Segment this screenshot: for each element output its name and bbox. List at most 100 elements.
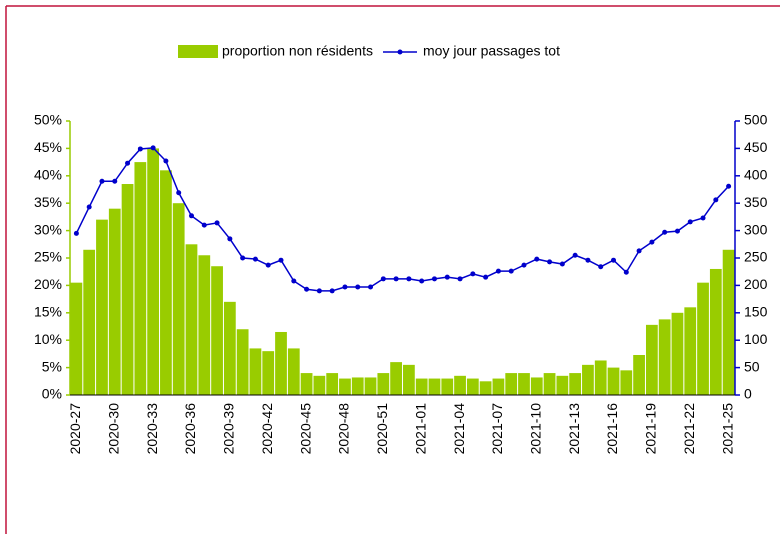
line-point <box>687 219 693 225</box>
line-point <box>393 276 399 282</box>
y-tick-label: 5% <box>42 358 62 374</box>
line-point <box>99 178 105 184</box>
line-point <box>726 183 732 189</box>
line-point <box>559 261 565 267</box>
bar <box>709 268 722 395</box>
line-point <box>137 146 143 152</box>
bar <box>441 378 454 395</box>
y-tick-label: 40% <box>34 167 62 183</box>
bar <box>211 266 223 395</box>
bar <box>185 244 198 395</box>
x-tick-label: 2021-01 <box>412 403 428 455</box>
bar <box>108 208 121 395</box>
x-tick-label: 2020-33 <box>144 403 160 455</box>
line-point <box>342 284 348 290</box>
line-point <box>73 230 79 236</box>
line-point <box>406 276 412 282</box>
y2-tick-label: 200 <box>744 276 768 292</box>
bar <box>172 203 185 395</box>
x-tick-label: 2021-13 <box>566 403 582 455</box>
x-tick-label: 2021-25 <box>719 403 735 455</box>
y-tick-label: 0% <box>42 386 62 402</box>
x-tick-label: 2021-07 <box>489 403 505 455</box>
bar <box>582 364 594 395</box>
bar <box>556 375 569 395</box>
y2-tick-label: 350 <box>744 194 768 210</box>
bar <box>236 329 249 395</box>
bar <box>147 148 160 395</box>
line-point <box>431 276 437 282</box>
line-point <box>457 276 463 282</box>
line-point <box>163 158 169 164</box>
y-tick-label: 10% <box>34 331 62 347</box>
x-tick-label: 2020-51 <box>374 403 390 455</box>
bar <box>96 219 108 395</box>
line-point <box>214 220 220 226</box>
bar <box>607 367 620 395</box>
line-point <box>534 256 540 262</box>
line-point <box>176 190 182 196</box>
line-point <box>598 264 604 270</box>
y-tick-label: 15% <box>34 304 62 320</box>
line-point <box>700 215 706 221</box>
line-point <box>636 248 642 254</box>
y2-tick-label: 300 <box>744 221 768 237</box>
y2-tick-label: 400 <box>744 167 768 183</box>
bar <box>645 324 658 395</box>
y2-tick-label: 250 <box>744 249 768 265</box>
line-point <box>611 257 617 263</box>
bar <box>198 255 211 395</box>
x-tick-label: 2021-10 <box>527 403 543 455</box>
y2-tick-label: 150 <box>744 304 768 320</box>
line-point <box>355 284 361 290</box>
bar <box>160 170 172 395</box>
line-point <box>623 269 629 275</box>
x-tick-label: 2020-39 <box>221 403 237 455</box>
bar <box>569 373 582 395</box>
bar <box>390 362 402 395</box>
line-point <box>265 262 271 268</box>
line-point <box>483 274 489 280</box>
line-point <box>329 288 335 294</box>
x-tick-label: 2021-22 <box>681 403 697 455</box>
line-point <box>368 284 374 290</box>
x-tick-label: 2020-36 <box>182 403 198 455</box>
bar <box>249 348 262 395</box>
line-point <box>316 288 322 294</box>
line-point <box>112 178 118 184</box>
line-point <box>495 268 501 274</box>
line-point <box>470 271 476 277</box>
bar <box>543 373 556 395</box>
y2-tick-label: 450 <box>744 139 768 155</box>
y2-tick-label: 500 <box>744 112 768 128</box>
legend-swatch <box>178 45 218 58</box>
y-tick-label: 30% <box>34 221 62 237</box>
x-tick-label: 2020-27 <box>67 403 83 455</box>
line-point <box>585 257 591 263</box>
line <box>75 147 730 292</box>
line-point <box>508 268 514 274</box>
bar <box>223 301 236 395</box>
line-point <box>227 236 233 242</box>
bar <box>351 377 364 395</box>
bar <box>287 348 300 395</box>
line-point <box>188 213 194 219</box>
bar <box>121 184 134 395</box>
bar <box>479 381 492 395</box>
legend-label: moy jour passages tot <box>423 43 560 59</box>
line-point <box>649 239 655 245</box>
y-tick-label: 25% <box>34 249 62 265</box>
line-point <box>662 229 668 235</box>
bar <box>83 249 96 395</box>
bar <box>530 377 543 395</box>
y-tick-label: 45% <box>34 139 62 155</box>
y-tick-label: 20% <box>34 276 62 292</box>
line-point <box>521 262 527 268</box>
bar <box>684 307 697 395</box>
y-tick-label: 35% <box>34 194 62 210</box>
line-point <box>547 259 553 265</box>
bar <box>364 377 377 395</box>
bar <box>134 162 147 395</box>
bar <box>339 378 351 395</box>
bar <box>70 282 83 395</box>
